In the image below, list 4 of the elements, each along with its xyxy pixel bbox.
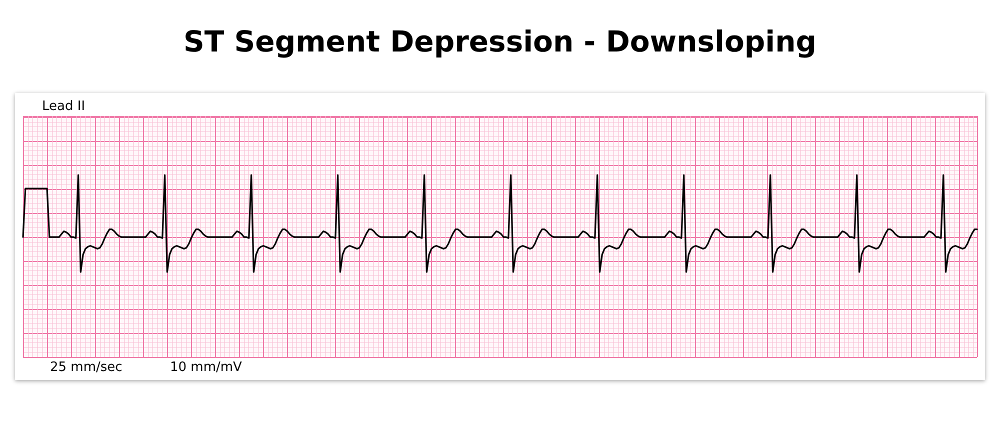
text: 25 mm/sec <box>50 360 122 375</box>
chart-title: ST Segment Depression - Downsloping <box>184 24 816 58</box>
text: Lead II <box>42 99 86 114</box>
text: 10 mm/mV <box>170 360 242 375</box>
